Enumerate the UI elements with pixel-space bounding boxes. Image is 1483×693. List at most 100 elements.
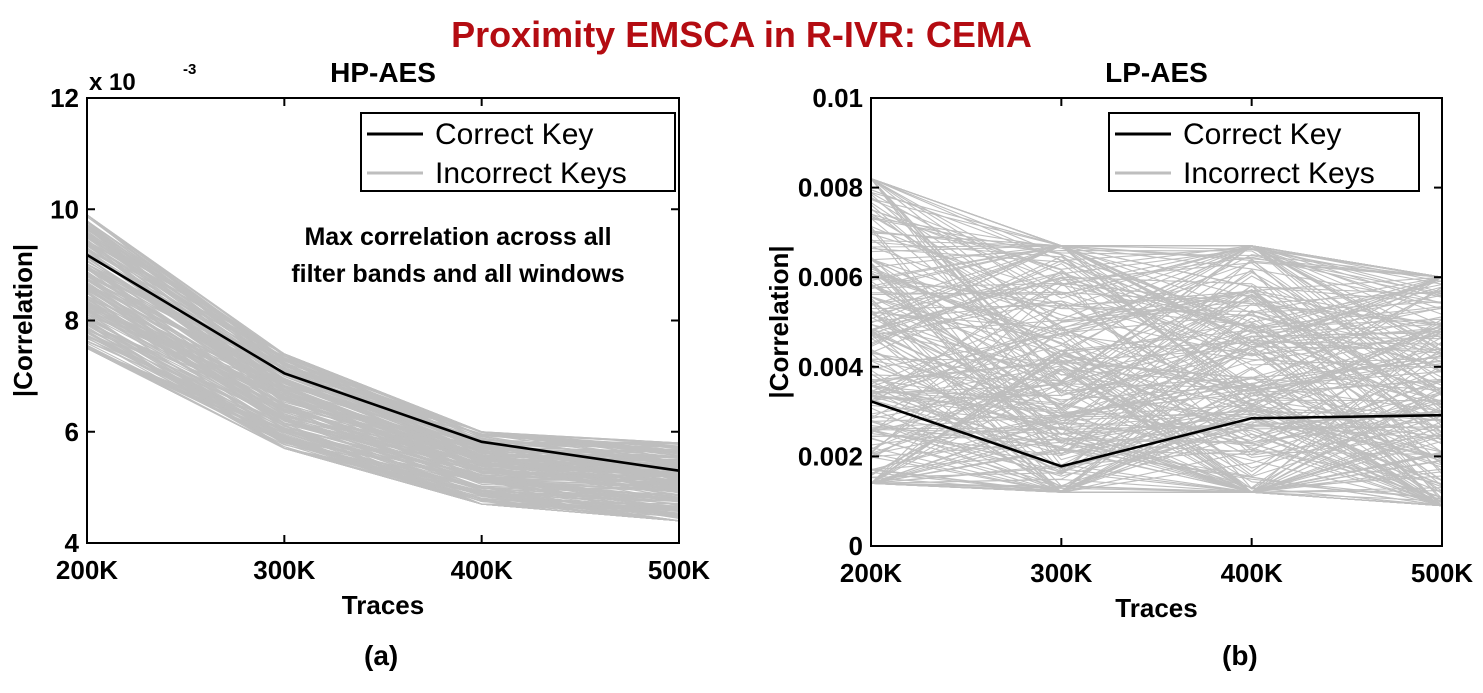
- incorrect-key-line: [86, 259, 680, 474]
- y-axis-multiplier: x 10: [89, 69, 136, 96]
- incorrect-key-line: [86, 347, 680, 518]
- incorrect-key-line: [86, 214, 680, 444]
- legend-box: [1108, 112, 1420, 192]
- annotation-line: filter bands and all windows: [291, 260, 624, 288]
- incorrect-key-line: [870, 394, 1443, 447]
- incorrect-key-line: [870, 331, 1443, 418]
- incorrect-key-line: [870, 326, 1443, 493]
- incorrect-key-line: [870, 292, 1443, 428]
- incorrect-key-line: [86, 315, 680, 490]
- incorrect-key-line: [86, 301, 680, 502]
- incorrect-key-line: [870, 381, 1443, 493]
- incorrect-key-line: [870, 284, 1443, 502]
- incorrect-key-line: [86, 334, 680, 516]
- y-axis-multiplier-exponent: -3: [183, 61, 196, 78]
- incorrect-key-line: [870, 311, 1443, 499]
- incorrect-key-line: [870, 426, 1443, 507]
- incorrect-key-line: [870, 426, 1443, 493]
- incorrect-key-line: [870, 215, 1443, 485]
- y-tick-label: 12: [50, 83, 79, 113]
- y-tick-label: 4: [65, 528, 80, 558]
- incorrect-key-line: [86, 303, 680, 490]
- incorrect-keys-lines: [870, 178, 1443, 507]
- incorrect-key-line: [870, 392, 1443, 507]
- incorrect-key-line: [870, 178, 1443, 332]
- caption-b: (b): [1222, 640, 1258, 671]
- y-tick-label: 0.008: [798, 173, 863, 203]
- incorrect-key-line: [870, 276, 1443, 394]
- y-tick-label: 0.006: [798, 262, 863, 292]
- incorrect-key-line: [870, 349, 1443, 493]
- y-tick-label: 10: [50, 194, 79, 224]
- incorrect-key-line: [870, 204, 1443, 423]
- x-tick-label: 300K: [253, 555, 315, 585]
- incorrect-key-line: [870, 441, 1443, 507]
- x-tick-label: 400K: [1221, 558, 1283, 588]
- incorrect-key-line: [870, 328, 1443, 482]
- incorrect-key-line: [870, 270, 1443, 424]
- y-axis-label: |Correlation|: [764, 245, 794, 398]
- y-tick-label: 0: [849, 531, 863, 561]
- incorrect-key-line: [870, 388, 1443, 493]
- incorrect-key-line: [870, 245, 1443, 290]
- correct-key-line: [870, 400, 1443, 468]
- incorrect-key-line: [870, 290, 1443, 465]
- x-tick-label: 500K: [1411, 558, 1473, 588]
- incorrect-key-line: [870, 213, 1443, 392]
- incorrect-key-line: [870, 293, 1443, 412]
- incorrect-key-line: [870, 422, 1443, 499]
- incorrect-key-line: [870, 178, 1443, 397]
- incorrect-key-line: [870, 208, 1443, 428]
- incorrect-key-line: [870, 344, 1443, 502]
- correct-key-line: [86, 253, 680, 472]
- incorrect-key-line: [870, 245, 1443, 392]
- incorrect-key-line: [870, 291, 1443, 305]
- incorrect-key-line: [870, 198, 1443, 285]
- incorrect-key-line: [870, 459, 1443, 493]
- incorrect-key-line: [870, 198, 1443, 310]
- incorrect-key-line: [870, 273, 1443, 490]
- incorrect-key-line: [86, 263, 680, 470]
- incorrect-key-line: [86, 323, 680, 500]
- legend-label-correct: Correct Key: [1183, 118, 1341, 151]
- x-tick-label: 200K: [840, 558, 902, 588]
- legend-box: [360, 112, 676, 192]
- incorrect-key-line: [870, 291, 1443, 395]
- incorrect-key-line: [870, 196, 1443, 327]
- incorrect-key-line: [86, 298, 680, 503]
- incorrect-key-line: [870, 283, 1443, 493]
- incorrect-key-line: [870, 178, 1443, 346]
- incorrect-key-line: [870, 178, 1443, 438]
- incorrect-key-line: [870, 452, 1443, 493]
- incorrect-key-line: [870, 378, 1443, 456]
- incorrect-key-line: [870, 189, 1443, 387]
- incorrect-key-line: [870, 345, 1443, 495]
- x-tick-label: 500K: [648, 555, 710, 585]
- incorrect-key-line: [870, 271, 1443, 458]
- figure-title: Proximity EMSCA in R-IVR: CEMA: [451, 14, 1032, 55]
- y-tick-label: 8: [65, 306, 79, 336]
- incorrect-key-line: [870, 245, 1443, 338]
- incorrect-key-line: [870, 294, 1443, 442]
- incorrect-key-line: [86, 268, 680, 487]
- incorrect-key-line: [870, 399, 1443, 493]
- incorrect-key-line: [86, 278, 680, 481]
- incorrect-key-line: [870, 178, 1443, 315]
- incorrect-key-line: [870, 433, 1443, 507]
- incorrect-keys-lines: [86, 214, 680, 522]
- x-axis-label: Traces: [342, 590, 424, 620]
- incorrect-key-line: [870, 245, 1443, 371]
- incorrect-key-line: [870, 393, 1443, 484]
- incorrect-key-line: [870, 311, 1443, 394]
- y-tick-label: 0.004: [798, 352, 864, 382]
- subplot-title: LP-AES: [1105, 57, 1208, 88]
- incorrect-key-line: [870, 421, 1443, 487]
- chart-lp-aes: 0 0.002 0.004 0.006 0.008 0.01 200K 300K 400K 500…: [764, 57, 1473, 623]
- y-tick-label: 0.01: [812, 83, 863, 113]
- incorrect-key-line: [870, 313, 1443, 451]
- incorrect-key-line: [86, 314, 680, 485]
- incorrect-key-line: [86, 241, 680, 473]
- legend-label-incorrect: Incorrect Keys: [1183, 157, 1375, 190]
- plot-frame: [870, 97, 1443, 547]
- incorrect-key-line: [870, 325, 1443, 429]
